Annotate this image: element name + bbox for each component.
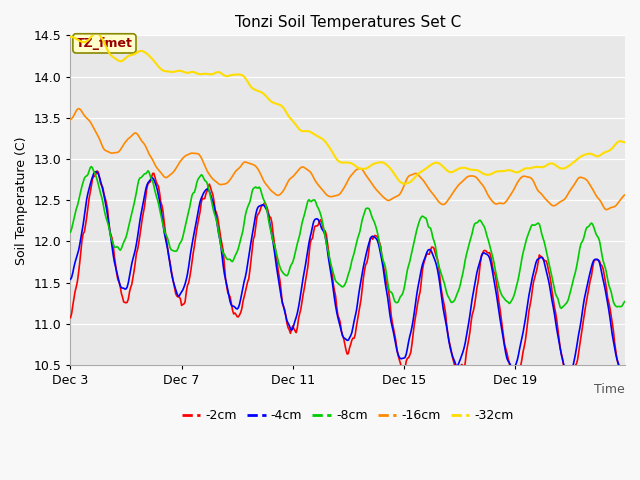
-2cm xyxy=(621,381,629,387)
-4cm xyxy=(92,169,100,175)
-2cm xyxy=(67,315,74,321)
-8cm xyxy=(301,207,309,213)
-32cm xyxy=(301,128,309,134)
-2cm xyxy=(573,361,580,367)
Title: Tonzi Soil Temperatures Set C: Tonzi Soil Temperatures Set C xyxy=(235,15,461,30)
-8cm xyxy=(88,164,95,169)
-32cm xyxy=(401,181,409,187)
Text: TZ_fmet: TZ_fmet xyxy=(76,37,133,50)
-2cm xyxy=(301,278,309,284)
-16cm xyxy=(240,159,248,165)
-4cm xyxy=(67,276,74,282)
-32cm xyxy=(573,157,580,163)
-2cm xyxy=(378,253,386,259)
-32cm xyxy=(67,34,74,39)
-2cm xyxy=(93,168,101,174)
-16cm xyxy=(404,173,412,179)
-16cm xyxy=(621,192,629,198)
-32cm xyxy=(476,169,484,175)
-4cm xyxy=(404,339,412,345)
-2cm xyxy=(566,382,573,387)
Y-axis label: Soil Temperature (C): Soil Temperature (C) xyxy=(15,136,28,264)
Line: -4cm: -4cm xyxy=(70,172,625,378)
-32cm xyxy=(92,30,100,36)
-8cm xyxy=(404,263,412,269)
-4cm xyxy=(378,257,386,263)
-8cm xyxy=(557,305,565,311)
-8cm xyxy=(67,229,74,235)
-32cm xyxy=(240,74,248,80)
-32cm xyxy=(378,159,386,165)
-2cm xyxy=(240,294,248,300)
-16cm xyxy=(67,117,74,122)
-2cm xyxy=(404,355,412,360)
-16cm xyxy=(75,106,83,111)
-16cm xyxy=(603,207,611,213)
-32cm xyxy=(406,180,413,185)
-8cm xyxy=(240,220,248,226)
-8cm xyxy=(378,252,386,258)
-4cm xyxy=(476,261,483,267)
Line: -16cm: -16cm xyxy=(70,108,625,210)
-8cm xyxy=(621,299,629,304)
-4cm xyxy=(621,375,629,381)
-2cm xyxy=(476,271,483,277)
-4cm xyxy=(572,352,579,358)
-4cm xyxy=(240,279,248,285)
-8cm xyxy=(476,217,483,223)
Text: Time: Time xyxy=(595,384,625,396)
-32cm xyxy=(621,140,629,145)
Line: -2cm: -2cm xyxy=(70,171,625,384)
Legend: -2cm, -4cm, -8cm, -16cm, -32cm: -2cm, -4cm, -8cm, -16cm, -32cm xyxy=(177,405,519,427)
Line: -32cm: -32cm xyxy=(70,33,625,184)
-4cm xyxy=(301,262,309,268)
-8cm xyxy=(573,265,580,271)
-16cm xyxy=(378,193,386,199)
Line: -8cm: -8cm xyxy=(70,167,625,308)
-16cm xyxy=(572,180,579,186)
-16cm xyxy=(476,178,483,184)
-16cm xyxy=(301,166,309,171)
